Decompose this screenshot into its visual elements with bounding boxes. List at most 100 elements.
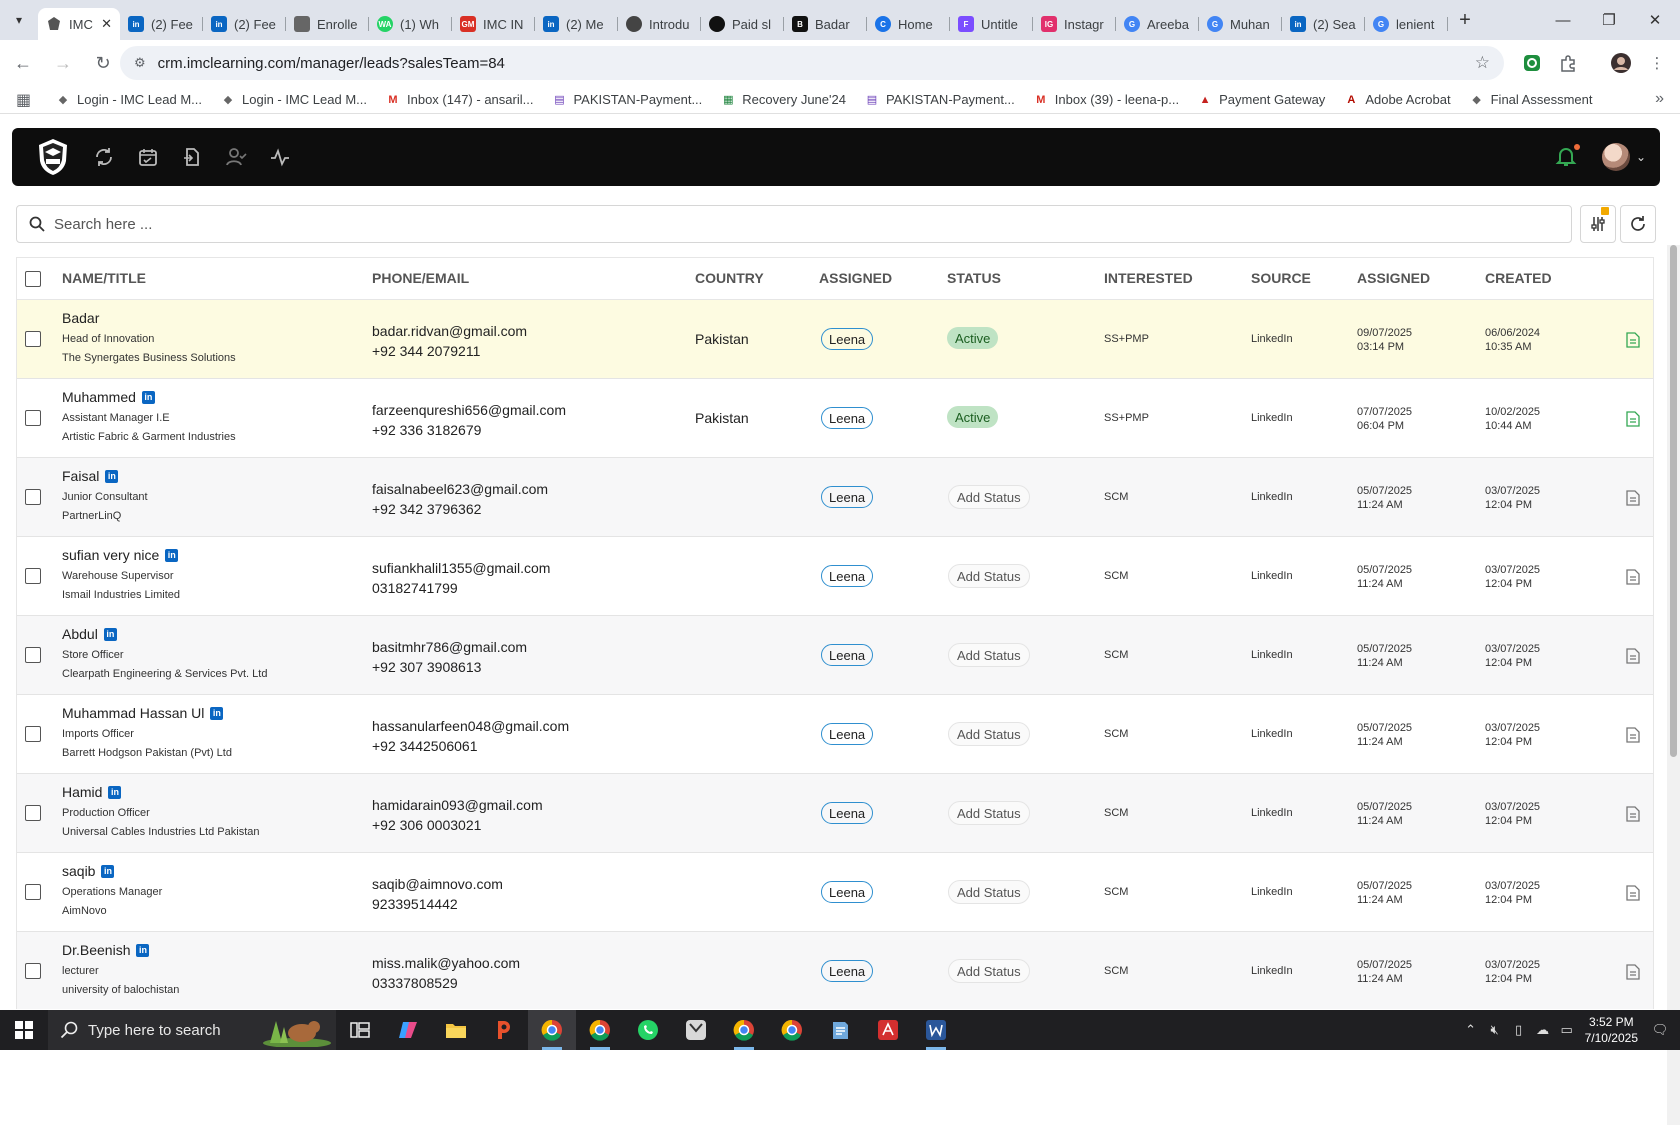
assignee-badge[interactable]: Leena [821,960,874,982]
notes-document-icon[interactable] [1626,569,1640,585]
browser-tab[interactable]: G Areeba [1116,8,1199,40]
tab-search-chevron-icon[interactable]: ▾ [15,13,23,27]
url-text[interactable]: crm.imclearning.com/manager/leads?salesT… [157,54,505,72]
bookmark-item[interactable]: ▲ Payment Gateway [1198,92,1326,107]
row-checkbox[interactable] [25,726,41,742]
site-settings-icon[interactable]: ⚙ [134,55,146,70]
activity-pulse-icon[interactable] [258,135,302,179]
forward-arrow-icon[interactable]: → [54,52,72,73]
lead-phone[interactable]: 92339514442 [372,896,458,912]
notes-document-icon[interactable] [1626,490,1640,506]
status-badge[interactable]: Add Status [948,564,1030,588]
assignee-badge[interactable]: Leena [821,328,874,350]
chrome-second-app-icon[interactable] [720,1010,768,1050]
profile-avatar-icon[interactable] [1609,51,1633,75]
linkedin-icon[interactable]: in [136,943,150,957]
table-row[interactable]: Hamid in Production Officer Universal Cable… [17,774,1653,853]
bookmark-item[interactable]: ▤ PAKISTAN-Payment... [552,92,702,107]
linkedin-icon[interactable]: in [108,785,122,799]
battery-icon[interactable]: ▯ [1515,1022,1523,1037]
chrome-third-app-icon[interactable] [768,1010,816,1050]
minimize-icon[interactable]: — [1555,11,1571,29]
linkedin-icon[interactable]: in [141,390,155,404]
lead-name[interactable]: Muhammad Hassan Ul [62,705,205,721]
word-app-icon[interactable] [912,1010,960,1050]
linkedin-icon[interactable]: in [210,706,224,720]
sync-icon[interactable] [82,135,126,179]
browser-tab[interactable]: G Muhan [1199,8,1282,40]
lead-email[interactable]: hamidarain093@gmail.com [372,797,543,813]
bookmark-item[interactable]: ▤ PAKISTAN-Payment... [865,92,1015,107]
task-view-icon[interactable] [336,1010,384,1050]
notes-document-icon[interactable] [1626,727,1640,743]
lead-email[interactable]: saqib@aimnovo.com [372,876,503,892]
bookmark-item[interactable]: ▦ Recovery June'24 [721,92,846,107]
lead-name[interactable]: Dr.Beenish [62,942,131,958]
bookmark-item[interactable]: M Inbox (39) - leena-p... [1034,92,1179,107]
linkedin-icon[interactable]: in [103,627,117,641]
volume-mute-icon[interactable]: 🔇︎ [1490,1022,1499,1037]
row-checkbox[interactable] [25,568,41,584]
chevron-down-icon[interactable]: ⌄ [1635,150,1646,164]
file-explorer-icon[interactable] [432,1010,480,1050]
bookmark-item[interactable]: ◆ Login - IMC Lead M... [221,92,367,107]
lead-name[interactable]: Hamid [62,784,103,800]
chrome-app-icon[interactable] [528,1010,576,1050]
col-contact[interactable]: PHONE/EMAIL [372,270,470,286]
notes-document-icon[interactable] [1626,332,1640,348]
app-orange-icon[interactable] [480,1010,528,1050]
copilot-app-icon[interactable] [384,1010,432,1050]
extension-green-icon[interactable] [1520,51,1544,75]
status-badge[interactable]: Add Status [948,880,1030,904]
browser-tab[interactable]: Paid sl [701,8,784,40]
browser-tab[interactable]: in (2) Fee [120,8,203,40]
lead-phone[interactable]: 03182741799 [372,580,458,596]
table-row[interactable]: Muhammed in Assistant Manager I.E Artistic … [17,379,1653,458]
row-checkbox[interactable] [25,963,41,979]
row-checkbox[interactable] [25,331,41,347]
browser-tab[interactable]: Introdu [618,8,701,40]
network-icon[interactable]: ▭ [1560,1022,1573,1037]
address-bar[interactable]: ⚙ crm.imclearning.com/manager/leads?sale… [120,46,1504,80]
notes-document-icon[interactable] [1626,806,1640,822]
window-close-icon[interactable]: ✕ [1648,12,1662,29]
browser-tab[interactable]: in (2) Sea [1282,8,1365,40]
lead-email[interactable]: miss.malik@yahoo.com [372,955,521,971]
lead-email[interactable]: badar.ridvan@gmail.com [372,323,528,339]
apps-grid-icon[interactable]: ▦ [16,91,32,109]
calendar-icon[interactable] [126,135,170,179]
assignee-badge[interactable]: Leena [821,802,874,824]
linkedin-icon[interactable]: in [165,548,179,562]
browser-menu-icon[interactable]: ⋮ [1649,55,1665,72]
bookmark-item[interactable]: ◆ Final Assessment [1470,92,1592,107]
tab-close-icon[interactable]: ✕ [101,16,112,31]
reload-icon[interactable]: ↻ [95,52,111,73]
status-badge[interactable]: Add Status [948,643,1030,667]
weather-cloud-icon[interactable]: ☁ [1536,1022,1550,1037]
restore-icon[interactable]: ❐ [1602,12,1616,29]
table-row[interactable]: Faisal in Junior Consultant PartnerLinQ fais… [17,458,1653,537]
col-status[interactable]: STATUS [947,270,1001,286]
lead-name[interactable]: Badar [62,310,100,326]
user-check-icon[interactable] [214,135,258,179]
lead-name[interactable]: Faisal [62,468,100,484]
lead-name[interactable]: Muhammed [62,389,136,405]
notes-document-icon[interactable] [1626,648,1640,664]
row-checkbox[interactable] [25,410,41,426]
notification-bell-icon[interactable] [1554,144,1580,170]
bookmark-item[interactable]: M Inbox (147) - ansaril... [386,92,533,107]
table-row[interactable]: Abdul in Store Officer Clearpath Engineerin… [17,616,1653,695]
browser-tab[interactable]: in (2) Me [535,8,618,40]
lead-phone[interactable]: +92 336 3182679 [372,422,482,438]
assignee-badge[interactable]: Leena [821,881,874,903]
windows-start-icon[interactable] [0,1010,48,1050]
bookmarks-overflow-icon[interactable]: » [1655,90,1664,107]
browser-tab[interactable]: GM IMC IN [452,8,535,40]
lead-email[interactable]: farzeenqureshi656@gmail.com [372,402,566,418]
bookmark-star-icon[interactable]: ☆ [1474,53,1490,72]
lead-email[interactable]: basitmhr786@gmail.com [372,639,528,655]
browser-tab[interactable]: B Badar [784,8,867,40]
assignee-badge[interactable]: Leena [821,407,874,429]
table-row[interactable]: saqib in Operations Manager AimNovo saqib@ai… [17,853,1653,932]
status-badge[interactable]: Active [947,327,999,349]
